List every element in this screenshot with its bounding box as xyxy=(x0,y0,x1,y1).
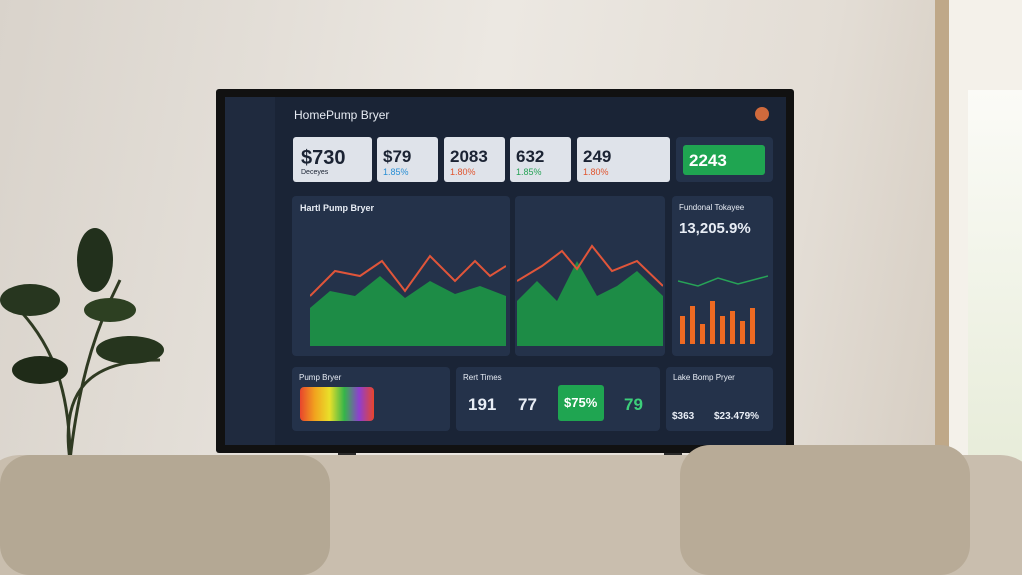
stat-change: 1.85% xyxy=(516,167,542,177)
stat-value: $730 xyxy=(301,147,346,169)
chart-panel xyxy=(515,196,665,356)
chart-graphic xyxy=(310,254,506,346)
stat-value: 2083 xyxy=(450,147,488,166)
stat-change: 1.85% xyxy=(383,167,409,177)
window-glass xyxy=(968,90,1022,470)
side-title: Fundonal Tokayee xyxy=(679,203,745,212)
metric-highlight: $75% xyxy=(558,385,604,421)
stat-card: 632 1.85% xyxy=(510,137,571,182)
stat-value: $79 xyxy=(383,147,412,166)
metric: 79 xyxy=(624,395,643,414)
stat-card: 2083 1.80% xyxy=(444,137,505,182)
main-chart-panel: Hartl Pump Bryer xyxy=(292,196,510,356)
metric: $23.479% xyxy=(714,411,760,422)
stat-card: 249 1.80% xyxy=(577,137,670,182)
panel-title: Lake Bomp Pryer xyxy=(673,373,735,382)
metric: $363 xyxy=(672,411,695,422)
bottom-panel: Rert Times 191 77 $75% 79 xyxy=(456,367,660,431)
metric: $75% xyxy=(564,395,598,410)
stat-value: 632 xyxy=(516,147,545,166)
bottom-panel: Lake Bomp Pryer $363 $23.479% xyxy=(666,367,773,431)
stat-card: $730 Deceyes xyxy=(293,137,372,182)
stat-change: 1.80% xyxy=(450,167,476,177)
side-panel: Fundonal Tokayee 13,205.9% xyxy=(672,196,773,356)
header-title: HomePump Bryer xyxy=(294,108,390,122)
panel-title: Pump Bryer xyxy=(299,373,342,382)
stat-highlight: 2243 xyxy=(683,145,765,175)
bottom-panel: Pump Bryer xyxy=(292,367,450,431)
chart-graphic xyxy=(678,275,768,344)
stat-panel: 2243 xyxy=(676,137,773,182)
cushion xyxy=(680,445,970,575)
plant xyxy=(0,228,164,461)
avatar xyxy=(755,107,769,121)
stat-value: 249 xyxy=(583,147,612,166)
stat-label: Deceyes xyxy=(301,169,329,176)
stat-change: 1.80% xyxy=(583,167,609,177)
stat-value: 2243 xyxy=(689,151,727,170)
side-value: 13,205.9% xyxy=(679,220,751,237)
metric: 191 xyxy=(468,395,497,414)
sidebar xyxy=(225,97,275,445)
metric: 77 xyxy=(518,395,537,414)
cushion xyxy=(0,455,330,575)
heatmap xyxy=(300,387,374,421)
stat-card: $79 1.85% xyxy=(377,137,438,182)
chart-title: Hartl Pump Bryer xyxy=(300,203,375,213)
chart-graphic xyxy=(517,244,663,346)
panel-title: Rert Times xyxy=(463,373,502,382)
